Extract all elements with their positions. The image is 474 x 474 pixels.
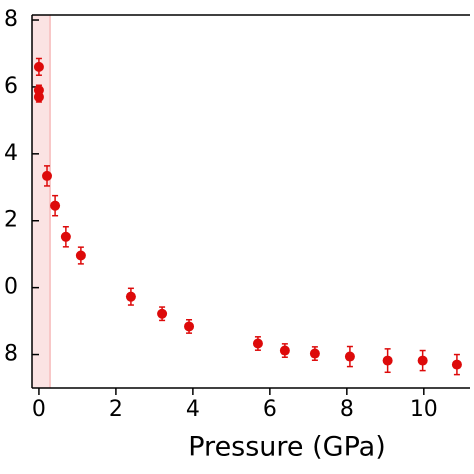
y-tick-label: 0 xyxy=(4,275,18,300)
point xyxy=(309,348,320,359)
point xyxy=(252,338,263,349)
point xyxy=(33,61,44,72)
point xyxy=(50,200,61,211)
point xyxy=(60,231,71,242)
x-tick-label: 8 xyxy=(340,397,354,422)
y-tick-label: 4 xyxy=(4,141,18,166)
point xyxy=(33,91,44,102)
x-tick-label: 6 xyxy=(263,397,277,422)
point xyxy=(279,345,290,356)
point xyxy=(417,355,428,366)
point xyxy=(75,250,86,261)
point xyxy=(125,291,136,302)
point xyxy=(382,355,393,366)
y-tick-label: 8 xyxy=(4,7,18,32)
y-tick-label: 8 xyxy=(4,342,18,367)
x-tick-label: 0 xyxy=(32,397,46,422)
x-tick-label: 2 xyxy=(109,397,123,422)
x-axis-label: Pressure (GPa) xyxy=(188,432,385,463)
point xyxy=(157,308,168,319)
x-tick-label: 4 xyxy=(186,397,200,422)
y-tick-label: 2 xyxy=(4,208,18,233)
point xyxy=(344,351,355,362)
point xyxy=(451,359,462,370)
x-tick-label: 10 xyxy=(410,397,438,422)
y-tick-label: 6 xyxy=(4,74,18,99)
point xyxy=(42,170,53,181)
point xyxy=(184,321,195,332)
